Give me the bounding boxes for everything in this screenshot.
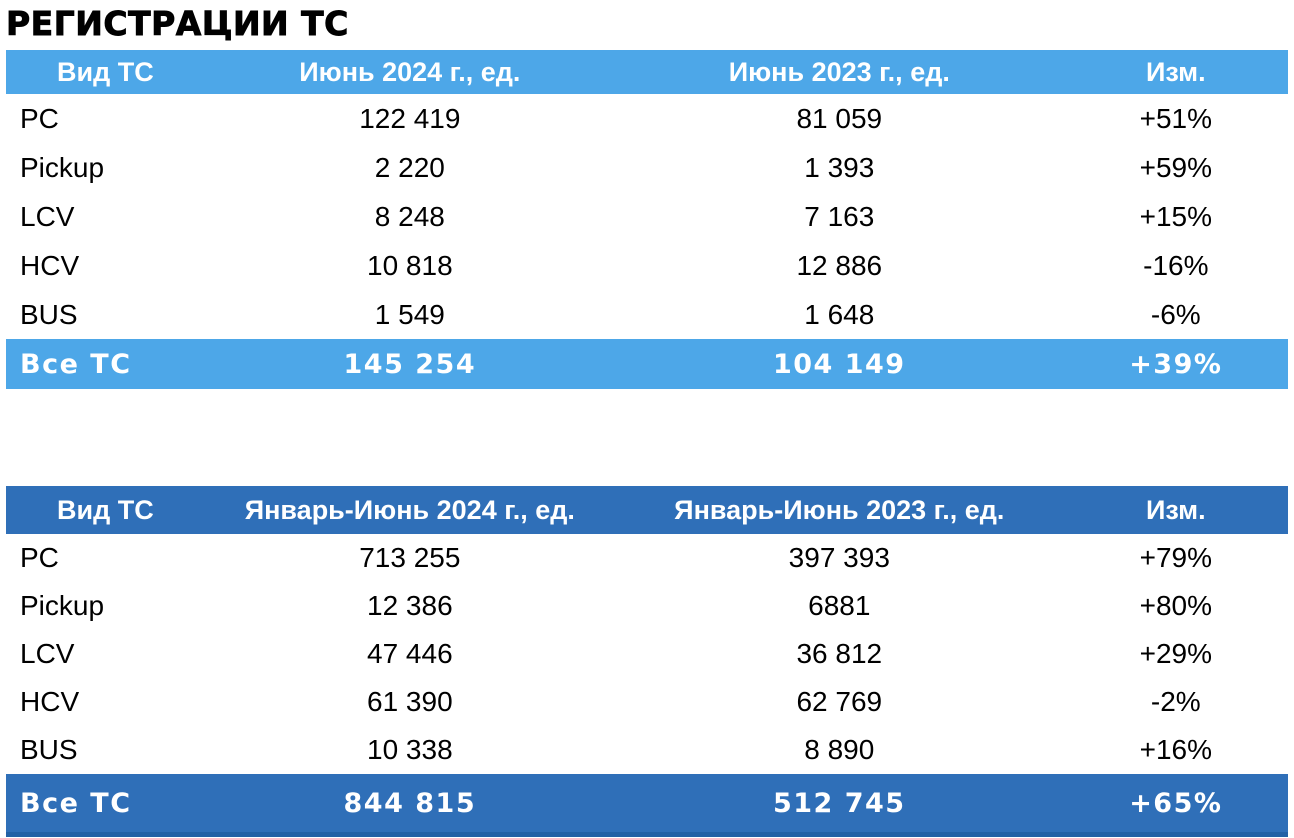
table-june-monthly: Вид ТС Июнь 2024 г., ед. Июнь 2023 г., е…: [6, 50, 1288, 389]
column-header-june-2024: Июнь 2024 г., ед.: [204, 50, 615, 94]
cell-total-2024: 145 254: [204, 339, 615, 389]
header-row: Вид ТС Январь-Июнь 2024 г., ед. Январь-И…: [6, 486, 1288, 534]
cell-total-2023: 104 149: [614, 339, 1064, 389]
table-row-pickup: Pickup 12 386 6881 +80%: [6, 582, 1288, 630]
cell-2024-value: 10 338: [204, 726, 615, 774]
cell-change-value: -6%: [1063, 290, 1288, 339]
cell-vehicle-type: PC: [6, 94, 205, 143]
total-row-all-vehicles: Все ТС 145 254 104 149 +39%: [6, 339, 1288, 389]
cell-2023-value: 62 769: [614, 678, 1064, 726]
table-row-hcv: HCV 61 390 62 769 -2%: [6, 678, 1288, 726]
table-halfyear-body: PC 713 255 397 393 +79% Pickup 12 386 68…: [6, 534, 1288, 837]
tables-spacer: [0, 389, 1294, 486]
cell-vehicle-type: HCV: [6, 241, 205, 290]
cell-2024-value: 2 220: [204, 143, 615, 192]
cell-2023-value: 6881: [614, 582, 1064, 630]
cell-vehicle-type: Pickup: [6, 582, 205, 630]
cell-total-2023: 512 745: [614, 774, 1064, 837]
table-june-body: PC 122 419 81 059 +51% Pickup 2 220 1 39…: [6, 94, 1288, 389]
cell-change-value: +16%: [1063, 726, 1288, 774]
total-row-all-vehicles: Все ТС 844 815 512 745 +65%: [6, 774, 1288, 837]
cell-2023-value: 12 886: [614, 241, 1064, 290]
cell-2023-value: 81 059: [614, 94, 1064, 143]
cell-vehicle-type: LCV: [6, 192, 205, 241]
column-header-vehicle-type: Вид ТС: [6, 50, 205, 94]
cell-change-value: +51%: [1063, 94, 1288, 143]
table-june-header: Вид ТС Июнь 2024 г., ед. Июнь 2023 г., е…: [6, 50, 1288, 94]
page-title: РЕГИСТРАЦИИ ТС: [6, 4, 349, 44]
cell-vehicle-type: BUS: [6, 290, 205, 339]
table-row-pc: PC 713 255 397 393 +79%: [6, 534, 1288, 582]
column-header-change: Изм.: [1063, 50, 1288, 94]
cell-2024-value: 1 549: [204, 290, 615, 339]
column-header-jan-june-2023: Январь-Июнь 2023 г., ед.: [614, 486, 1064, 534]
cell-2023-value: 397 393: [614, 534, 1064, 582]
table-halfyear-header: Вид ТС Январь-Июнь 2024 г., ед. Январь-И…: [6, 486, 1288, 534]
table-january-june-cumulative: Вид ТС Январь-Июнь 2024 г., ед. Январь-И…: [6, 486, 1288, 837]
cell-change-value: +79%: [1063, 534, 1288, 582]
header-row: Вид ТС Июнь 2024 г., ед. Июнь 2023 г., е…: [6, 50, 1288, 94]
table-row-bus: BUS 1 549 1 648 -6%: [6, 290, 1288, 339]
cell-2024-value: 713 255: [204, 534, 615, 582]
cell-change-value: +15%: [1063, 192, 1288, 241]
cell-vehicle-type: HCV: [6, 678, 205, 726]
cell-total-change: +65%: [1063, 774, 1288, 837]
cell-2023-value: 36 812: [614, 630, 1064, 678]
table-row-pickup: Pickup 2 220 1 393 +59%: [6, 143, 1288, 192]
cell-change-value: +80%: [1063, 582, 1288, 630]
cell-2024-value: 10 818: [204, 241, 615, 290]
column-header-jan-june-2024: Январь-Июнь 2024 г., ед.: [204, 486, 615, 534]
cell-total-label: Все ТС: [6, 339, 205, 389]
table-row-pc: PC 122 419 81 059 +51%: [6, 94, 1288, 143]
cell-2023-value: 1 648: [614, 290, 1064, 339]
cell-2024-value: 122 419: [204, 94, 615, 143]
cell-vehicle-type: BUS: [6, 726, 205, 774]
column-header-change: Изм.: [1063, 486, 1288, 534]
cell-2023-value: 7 163: [614, 192, 1064, 241]
cell-change-value: -2%: [1063, 678, 1288, 726]
cell-2023-value: 8 890: [614, 726, 1064, 774]
table-row-hcv: HCV 10 818 12 886 -16%: [6, 241, 1288, 290]
cell-2024-value: 47 446: [204, 630, 615, 678]
cell-2023-value: 1 393: [614, 143, 1064, 192]
table-row-bus: BUS 10 338 8 890 +16%: [6, 726, 1288, 774]
cell-change-value: -16%: [1063, 241, 1288, 290]
cell-total-2024: 844 815: [204, 774, 615, 837]
column-header-june-2023: Июнь 2023 г., ед.: [614, 50, 1064, 94]
table-row-lcv: LCV 8 248 7 163 +15%: [6, 192, 1288, 241]
cell-vehicle-type: LCV: [6, 630, 205, 678]
cell-vehicle-type: Pickup: [6, 143, 205, 192]
cell-2024-value: 8 248: [204, 192, 615, 241]
cell-change-value: +59%: [1063, 143, 1288, 192]
cell-total-change: +39%: [1063, 339, 1288, 389]
cell-vehicle-type: PC: [6, 534, 205, 582]
table-row-lcv: LCV 47 446 36 812 +29%: [6, 630, 1288, 678]
cell-2024-value: 12 386: [204, 582, 615, 630]
cell-2024-value: 61 390: [204, 678, 615, 726]
cell-change-value: +29%: [1063, 630, 1288, 678]
column-header-vehicle-type: Вид ТС: [6, 486, 205, 534]
cell-total-label: Все ТС: [6, 774, 205, 837]
